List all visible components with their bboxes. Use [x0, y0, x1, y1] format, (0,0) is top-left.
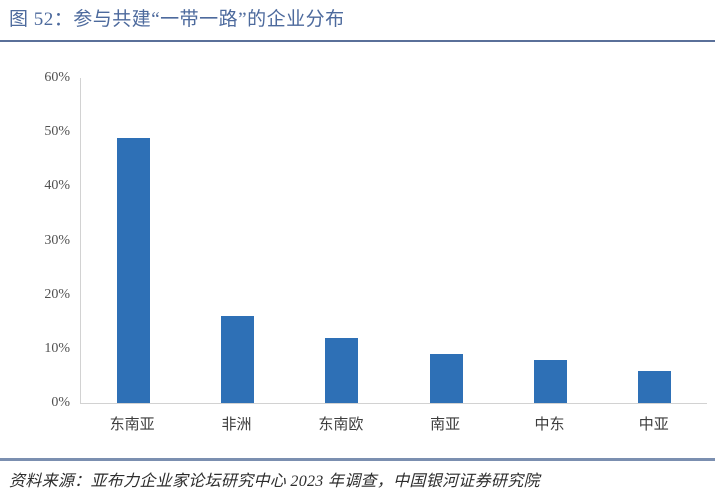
source-note: 资料来源：亚布力企业家论坛研究中心 2023 年调查，中国银河证券研究院	[9, 473, 540, 490]
y-tick-label: 40%	[44, 178, 70, 194]
bar-中亚	[638, 370, 672, 403]
title-divider	[0, 40, 715, 42]
bar-slot	[290, 78, 394, 403]
x-category-label: 东南亚	[109, 417, 155, 433]
bar-slot	[603, 78, 707, 403]
y-axis: 0% 10% 20% 30% 40% 50% 60%	[0, 71, 70, 410]
bar-slot	[81, 78, 185, 403]
y-tick-label: 0%	[51, 395, 70, 410]
x-category-label: 中亚	[638, 417, 669, 433]
bar-中东	[533, 359, 567, 403]
bar-东南欧	[325, 338, 359, 403]
x-category-label: 南亚	[430, 417, 461, 433]
bar-slot	[185, 78, 289, 403]
x-axis: 东南亚 非洲 东南欧 南亚 中东 中亚	[80, 413, 706, 434]
x-category-label: 非洲	[221, 417, 252, 433]
figure-title: 图 52：参与共建“一带一路”的企业分布	[9, 9, 345, 30]
y-tick-label: 20%	[44, 286, 70, 302]
footer-divider	[0, 458, 715, 461]
y-tick-label: 60%	[44, 70, 70, 85]
y-tick-label: 10%	[44, 340, 70, 356]
y-tick-label: 30%	[44, 232, 70, 248]
bar-slot	[498, 78, 602, 403]
bar-东南亚	[116, 137, 150, 403]
x-category-label: 东南欧	[318, 417, 364, 433]
x-category-label: 中东	[534, 417, 565, 433]
bar-南亚	[429, 354, 463, 403]
bar-非洲	[220, 316, 254, 403]
plot-area	[80, 78, 707, 404]
bar-slot	[394, 78, 498, 403]
y-tick-label: 50%	[44, 124, 70, 140]
